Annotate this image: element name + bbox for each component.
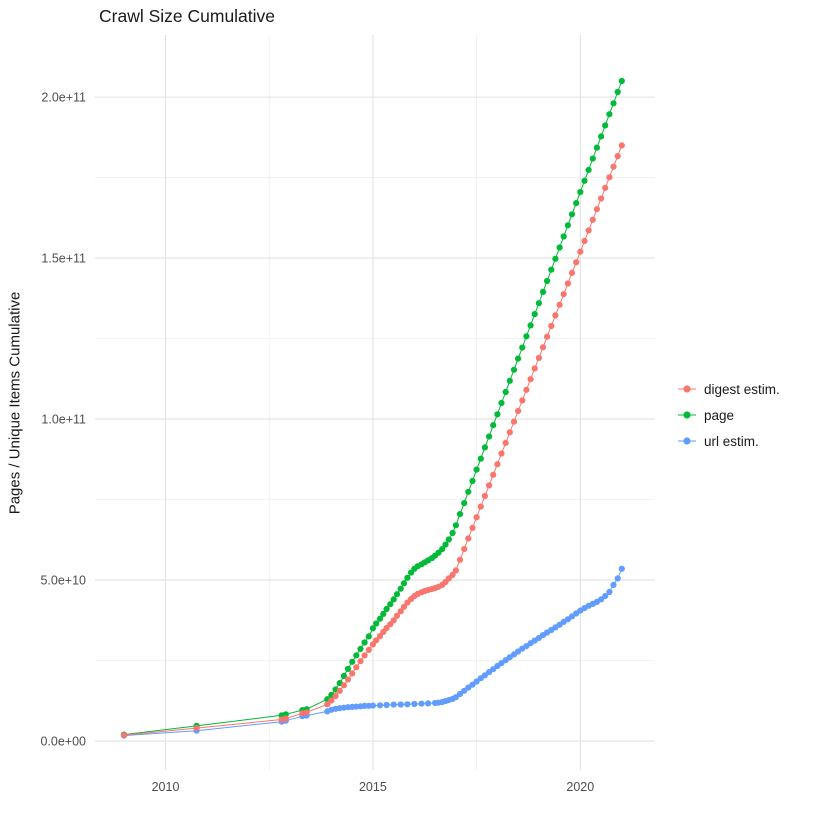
legend: digest estim. page url estim.: [677, 381, 780, 449]
y-tick-label: 2.0e+11: [41, 90, 86, 104]
series-url-estim: [120, 565, 625, 739]
legend-item-url-estim: url estim.: [677, 433, 780, 449]
series-page: [120, 77, 625, 738]
x-tick-label: 2010: [152, 780, 180, 794]
series-digest-estim: [120, 142, 625, 739]
axis-tick-labels: 2010 2015 2020 0.0e+00 5.0e+10 1.0e+11 1.5e+11…: [40, 90, 594, 794]
legend-label-digest-estim: digest estim.: [704, 381, 780, 397]
y-axis-title: Pages / Unique Items Cumulative: [6, 291, 24, 515]
y-tick-label: 0.0e+00: [40, 734, 86, 748]
y-tick-label: 5.0e+10: [40, 573, 86, 587]
x-tick-label: 2020: [566, 780, 594, 794]
x-tick-label: 2015: [359, 780, 387, 794]
y-tick-label: 1.0e+11: [41, 412, 86, 426]
legend-label-page: page: [704, 407, 735, 423]
y-tick-label: 1.5e+11: [41, 251, 86, 265]
legend-label-url-estim: url estim.: [704, 433, 759, 449]
legend-key-url-estim-icon: [678, 437, 696, 445]
legend-item-page: page: [677, 407, 780, 423]
gridlines: [95, 35, 655, 770]
legend-key-page-icon: [678, 411, 696, 419]
legend-item-digest-estim: digest estim.: [677, 381, 780, 397]
chart-title: Crawl Size Cumulative: [99, 6, 276, 26]
legend-key-digest-estim-icon: [678, 385, 696, 393]
